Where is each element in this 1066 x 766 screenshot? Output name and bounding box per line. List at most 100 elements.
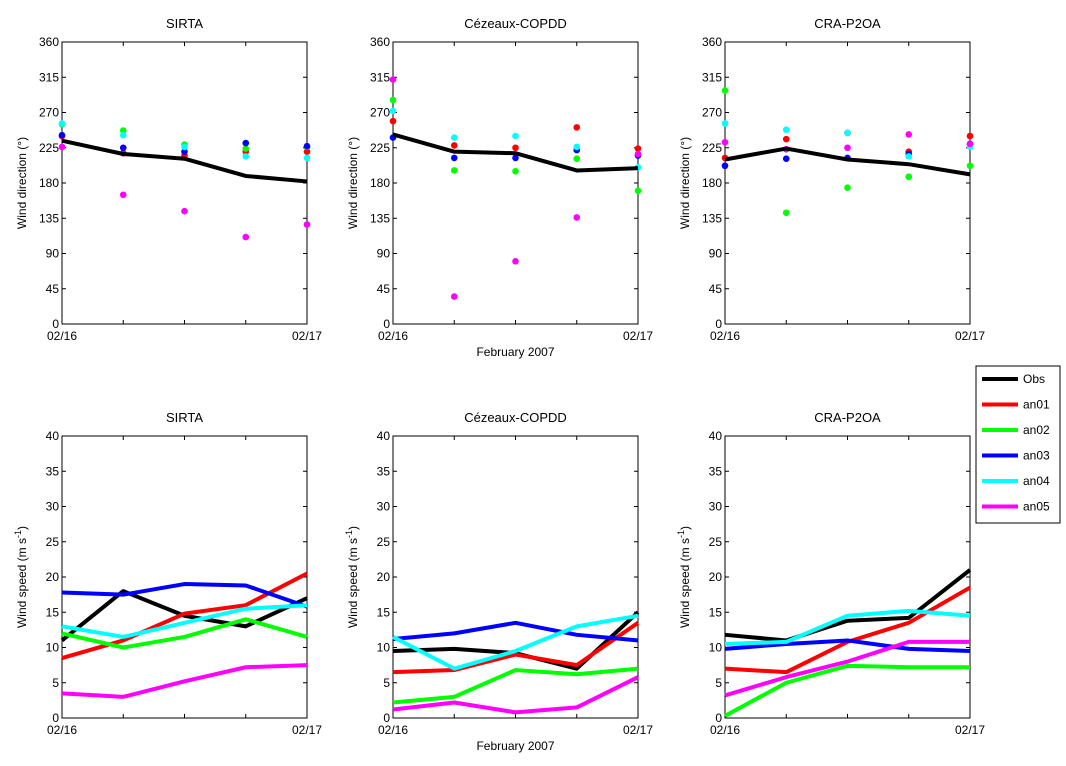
y-tick-label: 5 xyxy=(52,676,59,690)
y-tick-label: 20 xyxy=(377,570,391,584)
y-axis-label: Wind direction (°) xyxy=(678,137,692,229)
y-tick-label: 10 xyxy=(377,641,391,655)
data-point-an02 xyxy=(966,162,974,170)
series-line-an03 xyxy=(724,638,971,654)
data-point-an03 xyxy=(721,162,729,170)
y-tick-label: 135 xyxy=(370,211,390,225)
series-line-an02 xyxy=(392,666,639,705)
data-point-an04 xyxy=(721,120,729,127)
y-tick-label: 270 xyxy=(702,106,722,120)
chart-title: SIRTA xyxy=(166,16,203,31)
data-point-an02 xyxy=(782,209,790,217)
series-line-an04 xyxy=(724,608,971,646)
chart-panel-1: SIRTA 0 45 90 135 180 225 270 315 360 02/16 02/17 Wi… xyxy=(15,16,322,343)
x-tick-label: 02/16 xyxy=(710,723,740,737)
data-point-an01 xyxy=(782,135,790,143)
y-tick-label: 30 xyxy=(709,500,723,514)
series-line-an05 xyxy=(392,675,639,715)
y-tick-label: 10 xyxy=(709,641,723,655)
legend: Obs an01 an02 an03 an04 an05 xyxy=(975,365,1061,524)
legend-label: an05 xyxy=(1023,500,1050,514)
y-tick-label: 40 xyxy=(709,429,723,443)
data-point-an03 xyxy=(181,148,188,155)
plot-frame xyxy=(61,41,308,325)
data-point-an01 xyxy=(450,142,458,149)
y-tick-label: 45 xyxy=(709,282,723,296)
series-line-an02 xyxy=(724,663,970,718)
y-tick-label: 15 xyxy=(46,605,60,619)
data-point-an05 xyxy=(721,138,729,146)
data-point-an02 xyxy=(450,167,458,174)
y-tick-label: 30 xyxy=(46,500,60,514)
x-tick-label: 02/16 xyxy=(378,723,408,737)
y-tick-label: 0 xyxy=(52,317,59,331)
data-point-an05 xyxy=(181,207,188,215)
series-line-an04 xyxy=(392,613,639,671)
series-line-an01 xyxy=(392,621,640,675)
y-axis-label: Wind speed (m s-1) xyxy=(344,526,360,628)
series-group xyxy=(724,568,972,718)
series-group xyxy=(58,120,311,241)
data-point-an04 xyxy=(58,120,66,127)
y-tick-label: 225 xyxy=(39,141,59,155)
x-tick-label: 02/17 xyxy=(955,329,985,343)
data-point-an05 xyxy=(242,233,250,241)
data-point-an03 xyxy=(303,142,311,150)
legend-box xyxy=(975,365,1061,524)
y-tick-label: 25 xyxy=(709,535,723,549)
data-point-an05 xyxy=(389,76,397,83)
y-tick-label: 180 xyxy=(39,176,59,190)
y-tick-label: 15 xyxy=(709,605,723,619)
series-line-Obs xyxy=(61,138,308,184)
y-axis-label: Wind speed (m s-1) xyxy=(13,526,29,628)
y-tick-label: 270 xyxy=(39,106,59,120)
legend-label: an04 xyxy=(1023,474,1050,488)
y-tick-label: 0 xyxy=(715,711,722,725)
series-line-an03 xyxy=(61,582,308,609)
data-point-an02 xyxy=(389,96,397,104)
series-line-Obs xyxy=(724,568,972,643)
series-line-an03 xyxy=(392,620,639,643)
data-point-an05 xyxy=(844,144,851,152)
x-tick-label: 02/17 xyxy=(292,723,322,737)
x-tick-label: 02/16 xyxy=(47,329,77,343)
chart-title: CRA-P2OA xyxy=(814,16,881,31)
y-tick-label: 90 xyxy=(46,247,60,261)
data-point-an02 xyxy=(905,173,913,181)
x-tick-label: 02/17 xyxy=(292,329,322,343)
data-point-an05 xyxy=(512,258,519,265)
y-tick-label: 90 xyxy=(377,247,391,261)
data-point-an02 xyxy=(242,145,250,152)
data-point-an02 xyxy=(573,155,581,163)
chart-panel-3: CRA-P2OA 0 45 90 135 180 225 270 315 360 02/16 02/1… xyxy=(678,16,985,343)
series-line-Obs xyxy=(724,146,971,177)
y-tick-label: 360 xyxy=(370,35,390,49)
x-tick-label: 02/16 xyxy=(378,329,408,343)
data-point-an03 xyxy=(512,154,519,162)
chart-panel-2: Cézeaux-COPDD 0 45 90 135 180 225 270 315 360 02/1… xyxy=(346,16,653,343)
y-tick-label: 90 xyxy=(709,247,723,261)
y-tick-label: 35 xyxy=(709,464,723,478)
y-axis-label: Wind direction (°) xyxy=(346,137,360,229)
y-tick-label: 35 xyxy=(377,464,391,478)
data-point-an04 xyxy=(389,107,397,115)
y-tick-label: 5 xyxy=(715,676,722,690)
legend-label: an01 xyxy=(1023,398,1050,412)
data-point-an04 xyxy=(905,153,913,160)
series-group xyxy=(721,87,974,217)
data-point-an05 xyxy=(905,131,913,138)
plot-frame xyxy=(392,41,639,325)
y-tick-label: 360 xyxy=(39,35,59,49)
data-point-an01 xyxy=(389,117,397,125)
x-tick-label: 02/16 xyxy=(710,329,740,343)
y-tick-label: 35 xyxy=(46,464,60,478)
x-tick-label: 02/17 xyxy=(623,329,653,343)
chart-panel-6: CRA-P2OA 0 5 10 15 20 25 30 35 40 02/16 02/17 Wind s… xyxy=(676,410,985,737)
chart-title: SIRTA xyxy=(166,410,203,425)
data-point-an05 xyxy=(634,150,642,158)
y-tick-label: 225 xyxy=(370,141,390,155)
data-point-an04 xyxy=(242,153,250,160)
plot-frame xyxy=(724,435,971,719)
data-point-an03 xyxy=(242,139,250,147)
data-point-an03 xyxy=(450,154,458,162)
